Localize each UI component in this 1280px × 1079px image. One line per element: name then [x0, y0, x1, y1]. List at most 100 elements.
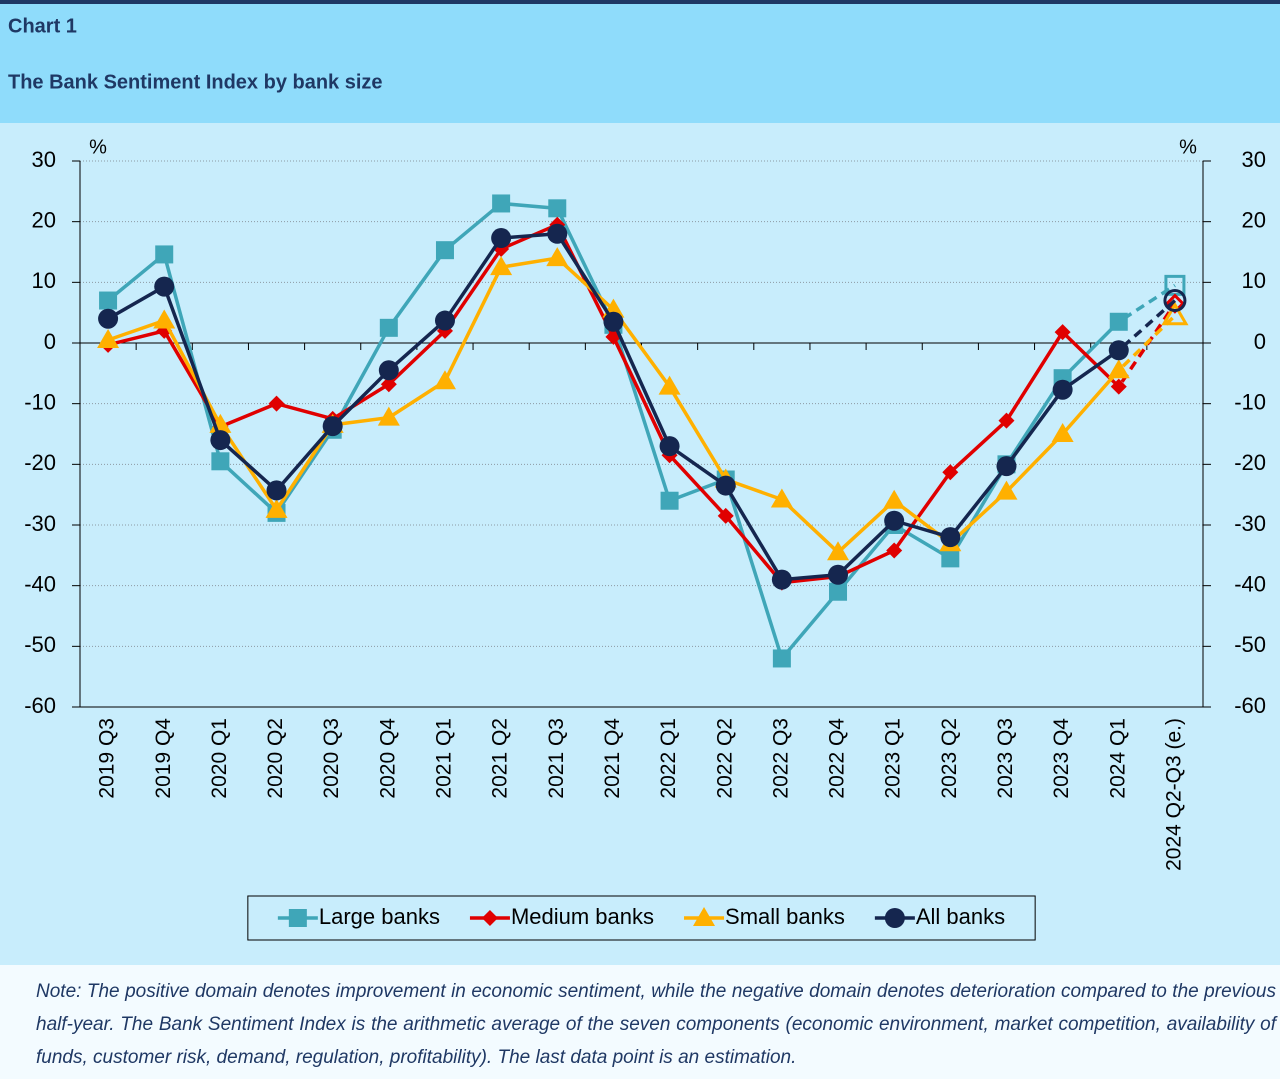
marker [377, 406, 400, 426]
x-tick-label: 2022 Q4 [826, 718, 849, 799]
x-tick-label: 2022 Q2 [713, 718, 736, 799]
marker [265, 498, 288, 518]
marker [940, 527, 961, 548]
marker [379, 318, 398, 337]
marker [603, 311, 624, 332]
marker [1107, 359, 1130, 379]
marker [211, 452, 230, 471]
marker [380, 376, 397, 393]
marker [827, 541, 850, 561]
legend-label: Small banks [725, 904, 845, 929]
x-tick-label: 2020 Q3 [320, 718, 343, 799]
y2-tick-label: 30 [1242, 147, 1266, 172]
marker [995, 480, 1018, 500]
marker [433, 370, 456, 390]
chart: Chart 1 The Bank Sentiment Index by bank… [0, 0, 1280, 965]
note: Note: The positive domain denotes improv… [36, 981, 1276, 1068]
y2-tick-label: -60 [1234, 693, 1266, 718]
marker [548, 199, 567, 218]
y2-unit: % [1179, 136, 1197, 158]
marker [659, 436, 680, 457]
marker [998, 412, 1015, 429]
x-tick-label: 2020 Q4 [376, 718, 399, 799]
marker [155, 245, 174, 264]
header-background [0, 4, 1280, 123]
marker [886, 542, 903, 559]
header-rule [0, 0, 1280, 4]
legend: Large banks Medium banks Small banks All ba… [247, 895, 1036, 941]
chart-label: Chart 1 [8, 15, 77, 37]
x-tick-label: 2021 Q3 [545, 718, 568, 799]
marker [717, 507, 734, 524]
marker [490, 256, 513, 276]
legend-label: Medium banks [511, 904, 654, 929]
marker [546, 247, 569, 267]
y2-tick-label: 10 [1242, 268, 1266, 293]
marker [1109, 312, 1128, 331]
marker [98, 308, 119, 329]
y-tick-label: -20 [24, 450, 56, 475]
marker [658, 375, 681, 395]
marker [547, 223, 568, 244]
marker [266, 480, 287, 501]
marker [1052, 379, 1073, 400]
marker [492, 194, 511, 213]
marker [378, 360, 399, 381]
marker [481, 910, 498, 926]
marker [322, 416, 343, 437]
marker [153, 309, 176, 329]
marker [1051, 423, 1074, 442]
y-unit: % [89, 136, 107, 158]
marker [996, 456, 1017, 477]
marker [884, 908, 905, 928]
x-tick-label: 2024 Q2-Q3 (e.) [1162, 718, 1185, 871]
marker [942, 464, 959, 481]
marker [1163, 289, 1187, 313]
marker [1054, 324, 1071, 341]
x-tick-label: 2022 Q1 [657, 718, 680, 799]
series-line [107, 256, 1177, 555]
y-tick-label: -40 [24, 571, 56, 596]
x-tick-label: 2023 Q2 [938, 718, 961, 799]
marker [99, 291, 118, 310]
y-tick-label: -60 [24, 693, 56, 718]
y2-tick-label: -10 [1234, 389, 1266, 414]
x-tick-label: 2021 Q4 [601, 718, 624, 799]
marker [1110, 378, 1127, 395]
x-tick-label: 2023 Q1 [882, 718, 905, 799]
legend-label: All banks [916, 904, 1005, 929]
marker [288, 909, 307, 927]
x-tick-label: 2019 Q3 [96, 718, 119, 799]
marker [770, 488, 793, 508]
marker [1161, 301, 1189, 326]
marker [1108, 340, 1129, 361]
x-tick-label: 2020 Q2 [264, 718, 287, 799]
marker [660, 491, 679, 510]
x-tick-label: 2022 Q3 [769, 718, 792, 799]
marker [884, 510, 905, 531]
marker [772, 649, 791, 668]
y2-tick-label: 20 [1242, 207, 1266, 232]
marker [828, 564, 849, 585]
x-tick-label: 2023 Q4 [1050, 718, 1073, 799]
marker [771, 569, 792, 590]
marker [154, 276, 175, 297]
marker [883, 489, 906, 509]
x-tick-label: 2019 Q4 [152, 718, 175, 799]
y2-tick-label: -20 [1234, 450, 1266, 475]
series-line [107, 222, 1177, 585]
x-tick-label: 2021 Q1 [433, 718, 456, 799]
marker [210, 430, 231, 451]
x-tick-label: 2024 Q1 [1106, 718, 1129, 799]
x-tick-label: 2021 Q2 [489, 718, 512, 799]
marker [693, 907, 716, 926]
y-tick-label: -50 [24, 632, 56, 657]
marker [268, 395, 285, 412]
y-tick-label: 0 [44, 329, 56, 354]
legend-label: Large banks [319, 904, 440, 929]
y-tick-label: 10 [32, 268, 56, 293]
marker [491, 228, 512, 249]
marker [715, 475, 736, 496]
y2-tick-label: -40 [1234, 571, 1266, 596]
